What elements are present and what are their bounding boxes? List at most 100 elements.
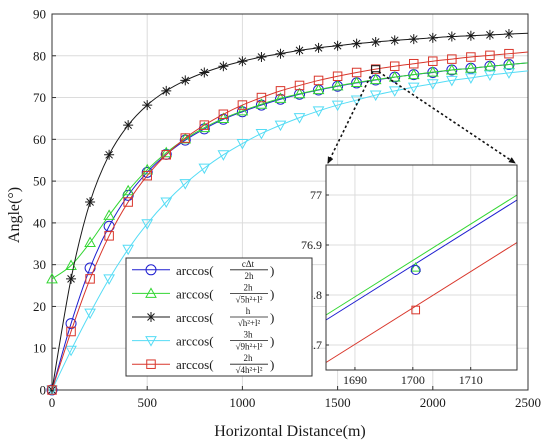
data-point	[141, 219, 154, 230]
legend-suffix: )	[270, 357, 274, 372]
data-point	[141, 166, 153, 178]
inset-data-point	[411, 305, 421, 315]
data-point	[236, 104, 249, 116]
data-point	[84, 308, 96, 320]
data-point	[388, 86, 401, 97]
data-point	[409, 58, 419, 69]
legend-prefix: arccos(	[176, 357, 214, 372]
legend-item: arccos( 2h √4h²+l²)	[132, 353, 274, 375]
legend-numerator: 2h	[244, 353, 254, 363]
data-point	[466, 52, 476, 62]
x-tick-label: 1000	[229, 395, 255, 410]
data-point	[389, 61, 400, 71]
legend-item: arccos(h √h²+l²)	[132, 306, 274, 328]
legend-suffix: )	[270, 263, 274, 278]
data-point	[446, 31, 457, 42]
y-tick-label: 0	[40, 383, 47, 398]
data-point	[369, 73, 382, 85]
data-point	[331, 100, 344, 112]
data-point	[66, 326, 76, 337]
legend-item: arccos(3h √9h²+l²)	[132, 330, 274, 352]
data-point	[65, 318, 77, 330]
data-point	[123, 197, 133, 207]
y-tick-label: 80	[33, 48, 46, 63]
data-point	[180, 133, 191, 143]
x-tick-label: 500	[137, 395, 157, 410]
x-tick-label: 0	[49, 395, 56, 410]
data-point	[370, 36, 381, 47]
series-group	[47, 29, 529, 395]
data-point	[407, 68, 420, 80]
y-tick-label: 70	[33, 90, 46, 105]
data-point	[142, 170, 152, 181]
inset-area	[326, 165, 517, 370]
data-point	[427, 32, 438, 43]
data-point	[351, 67, 362, 78]
data-point	[199, 67, 210, 78]
data-point	[294, 80, 305, 91]
data-point	[426, 79, 439, 90]
legend: arccos(cΔt 2h) arccos(2h √5h²+l²) arccos(h √h…	[125, 257, 313, 377]
data-point	[445, 63, 458, 75]
data-point	[331, 79, 344, 91]
legend-prefix: arccos(	[176, 310, 214, 325]
y-tick-label: 40	[33, 215, 46, 230]
data-point	[256, 52, 267, 63]
legend-marker	[145, 336, 157, 347]
zoom-arrow-left	[327, 71, 374, 164]
legend-marker	[146, 312, 156, 322]
data-point	[122, 184, 135, 196]
data-point	[313, 75, 324, 86]
legend-prefix: arccos(	[176, 334, 214, 349]
data-point	[218, 61, 229, 72]
legend-denominator: √4h²+l²	[236, 365, 263, 375]
legend-prefix: arccos(	[176, 263, 214, 278]
inset-x-tick-label: 1700	[401, 373, 425, 387]
data-point	[123, 120, 134, 131]
data-point	[236, 139, 249, 150]
data-point	[293, 113, 306, 124]
data-point	[199, 120, 210, 130]
data-point	[313, 42, 324, 53]
y-tick-label: 90	[33, 7, 46, 22]
data-point	[217, 112, 230, 123]
data-point	[369, 90, 382, 102]
data-point	[84, 262, 96, 274]
data-point	[198, 163, 211, 175]
legend-marker	[145, 264, 157, 276]
data-point	[180, 75, 191, 86]
series-line	[51, 70, 529, 391]
data-point	[293, 87, 306, 99]
data-point	[179, 132, 192, 144]
data-point	[161, 150, 171, 160]
inset-x-tick-label: 1690	[343, 373, 367, 387]
legend-denominator: √9h²+l²	[236, 342, 263, 352]
data-point	[389, 35, 400, 46]
data-point	[275, 86, 286, 96]
zoom-box	[371, 65, 381, 73]
data-point	[160, 197, 173, 209]
data-point	[255, 128, 268, 140]
data-point	[104, 149, 115, 160]
data-point	[274, 120, 287, 132]
data-point	[161, 85, 172, 96]
inset-data-point	[410, 261, 422, 272]
data-point	[274, 92, 287, 103]
data-point	[465, 30, 476, 41]
data-point	[256, 92, 267, 103]
data-point	[275, 48, 286, 59]
data-point	[332, 71, 343, 81]
y-axis-title: Angle(°)	[6, 187, 23, 243]
legend-denominator: √h²+l²	[238, 318, 261, 328]
legend-prefix: arccos(	[176, 286, 214, 301]
data-point	[294, 45, 305, 56]
y-tick-label: 50	[33, 174, 46, 189]
data-point	[388, 71, 401, 82]
inset-y-tick-label: 77	[310, 188, 322, 202]
data-point	[312, 83, 325, 95]
y-tick-label: 60	[33, 132, 46, 147]
data-point	[428, 56, 438, 66]
legend-marker	[145, 287, 157, 298]
